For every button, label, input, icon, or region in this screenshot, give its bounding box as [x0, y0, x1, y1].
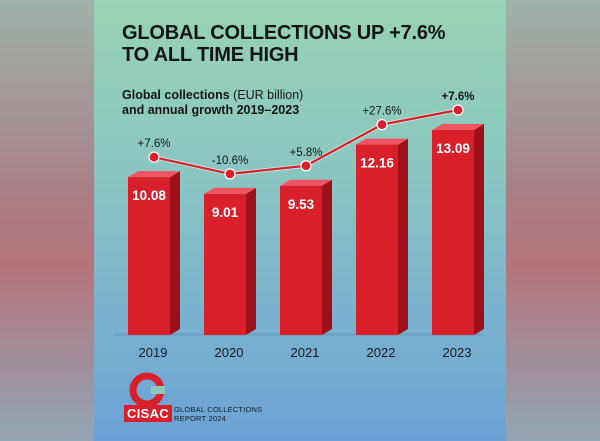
- bar-top-2021: [280, 179, 332, 186]
- growth-point-2020: [224, 168, 236, 180]
- bar-chart: 10.08 2019 9.01 2020 9.53 2021 12.16 2022 13.09 2…: [114, 91, 484, 360]
- bar-2023: [432, 130, 474, 335]
- cisac-logo-icon: [129, 372, 165, 408]
- bar-value-label-2021: 9.53: [288, 197, 315, 212]
- title-line-2: TO ALL TIME HIGH: [122, 44, 299, 66]
- bar-top-2020: [204, 187, 256, 194]
- bar-value-label-2020: 9.01: [212, 205, 239, 220]
- cisac-logo-text: CISAC: [124, 405, 172, 422]
- bar-value-label-2019: 10.08: [132, 188, 166, 203]
- bar-value-label-2023: 13.09: [436, 141, 470, 156]
- growth-point-2022: [376, 118, 388, 131]
- growth-point-2021: [300, 160, 312, 172]
- growth-point-2023: [452, 104, 464, 116]
- bar-2020: [204, 193, 246, 335]
- growth-label-2021: +5.8%: [290, 147, 323, 159]
- growth-point-2019: [148, 151, 160, 163]
- report-caption-line-1: GLOBAL COLLECTIONS: [174, 405, 263, 414]
- bar-2019: [128, 177, 170, 335]
- infographic-poster: GLOBAL COLLECTIONS UP +7.6% TO ALL TIME …: [94, 0, 506, 441]
- subtitle-bold: Global collections: [122, 88, 230, 102]
- bar-side-2021: [322, 179, 332, 335]
- growth-label-2022: +27.6%: [362, 106, 401, 118]
- bar-top-2019: [128, 171, 180, 178]
- bar-side-2020: [246, 187, 256, 335]
- x-tick-label-2023: 2023: [443, 345, 472, 360]
- chart-title: GLOBAL COLLECTIONS UP +7.6% TO ALL TIME …: [122, 22, 482, 66]
- growth-label-2020: -10.6%: [212, 155, 248, 167]
- subtitle-unit: (EUR billion): [233, 88, 304, 102]
- bar-2021: [280, 185, 322, 335]
- background-blur-left: [0, 0, 94, 441]
- bar-top-2022: [356, 138, 408, 145]
- bar-value-label-2022: 12.16: [360, 156, 394, 171]
- bar-side-2022: [398, 138, 408, 335]
- bar-top-2023: [432, 124, 484, 130]
- x-tick-label-2020: 2020: [215, 345, 244, 360]
- report-caption-line-2: REPORT 2024: [174, 414, 226, 423]
- background-blur-right: [506, 0, 600, 441]
- x-tick-label-2022: 2022: [367, 345, 396, 360]
- bar-2022: [356, 144, 398, 335]
- title-line-1: GLOBAL COLLECTIONS UP +7.6%: [122, 22, 446, 44]
- growth-label-2023: +7.6%: [442, 91, 475, 103]
- bar-side-2019: [170, 171, 180, 335]
- report-caption: GLOBAL COLLECTIONS REPORT 2024: [174, 405, 262, 423]
- x-tick-label-2019: 2019: [139, 345, 168, 360]
- bar-side-2023: [474, 124, 484, 335]
- x-tick-label-2021: 2021: [291, 345, 320, 360]
- chart-subtitle: Global collections (EUR billion) and ann…: [122, 88, 422, 118]
- subtitle-line-2: and annual growth 2019–2023: [122, 103, 300, 117]
- growth-label-2019: +7.6%: [138, 138, 171, 150]
